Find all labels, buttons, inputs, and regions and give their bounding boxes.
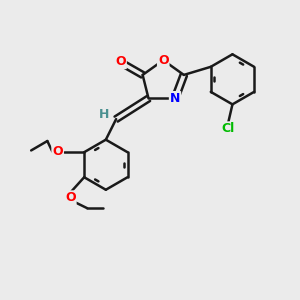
Text: O: O (158, 54, 169, 67)
Text: H: H (99, 108, 109, 121)
Text: O: O (52, 145, 63, 158)
Text: Cl: Cl (221, 122, 235, 135)
Text: O: O (115, 55, 126, 68)
Text: O: O (65, 191, 76, 204)
Text: N: N (170, 92, 180, 105)
